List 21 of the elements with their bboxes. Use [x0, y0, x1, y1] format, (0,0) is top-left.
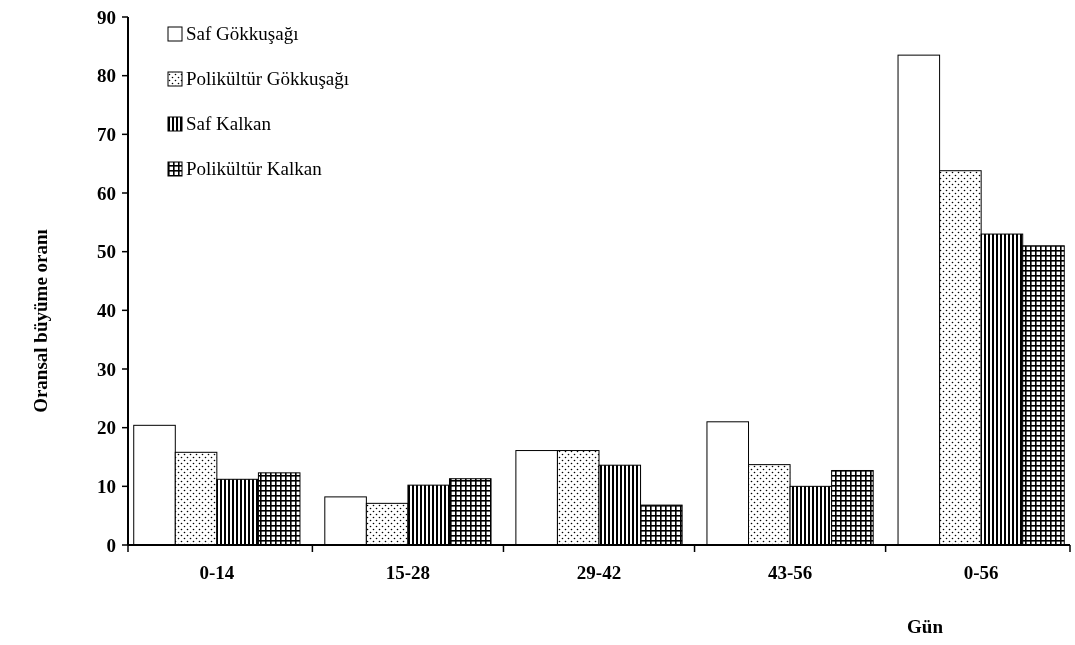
- x-tick-label: 0-14: [199, 562, 235, 583]
- y-tick-label: 30: [97, 358, 116, 380]
- legend-label: Polikültür Kalkan: [186, 158, 323, 179]
- x-tick-label: 43-56: [767, 562, 813, 583]
- y-tick-label: 40: [97, 299, 116, 321]
- y-tick-label: 20: [97, 417, 116, 439]
- y-tick-label: 10: [97, 475, 116, 497]
- y-tick-label: 50: [97, 241, 116, 263]
- x-axis-title: Gün: [907, 616, 944, 637]
- legend-label: Polikültür Gökkuşağı: [186, 68, 350, 89]
- x-tick-label: 0-56: [963, 562, 999, 583]
- y-tick-label: 60: [97, 182, 116, 204]
- y-tick-label: 0: [106, 534, 116, 556]
- y-tick-label: 80: [97, 65, 116, 87]
- legend-label: Saf Kalkan: [186, 113, 272, 134]
- x-tick-label: 15-28: [385, 562, 431, 583]
- x-tick-label: 29-42: [576, 562, 622, 583]
- y-tick-label: 70: [97, 123, 116, 145]
- y-axis-title: Oransal büyüme oranı: [30, 229, 51, 413]
- legend-label: Saf Gökkuşağı: [186, 23, 299, 44]
- y-tick-label: 90: [97, 6, 116, 28]
